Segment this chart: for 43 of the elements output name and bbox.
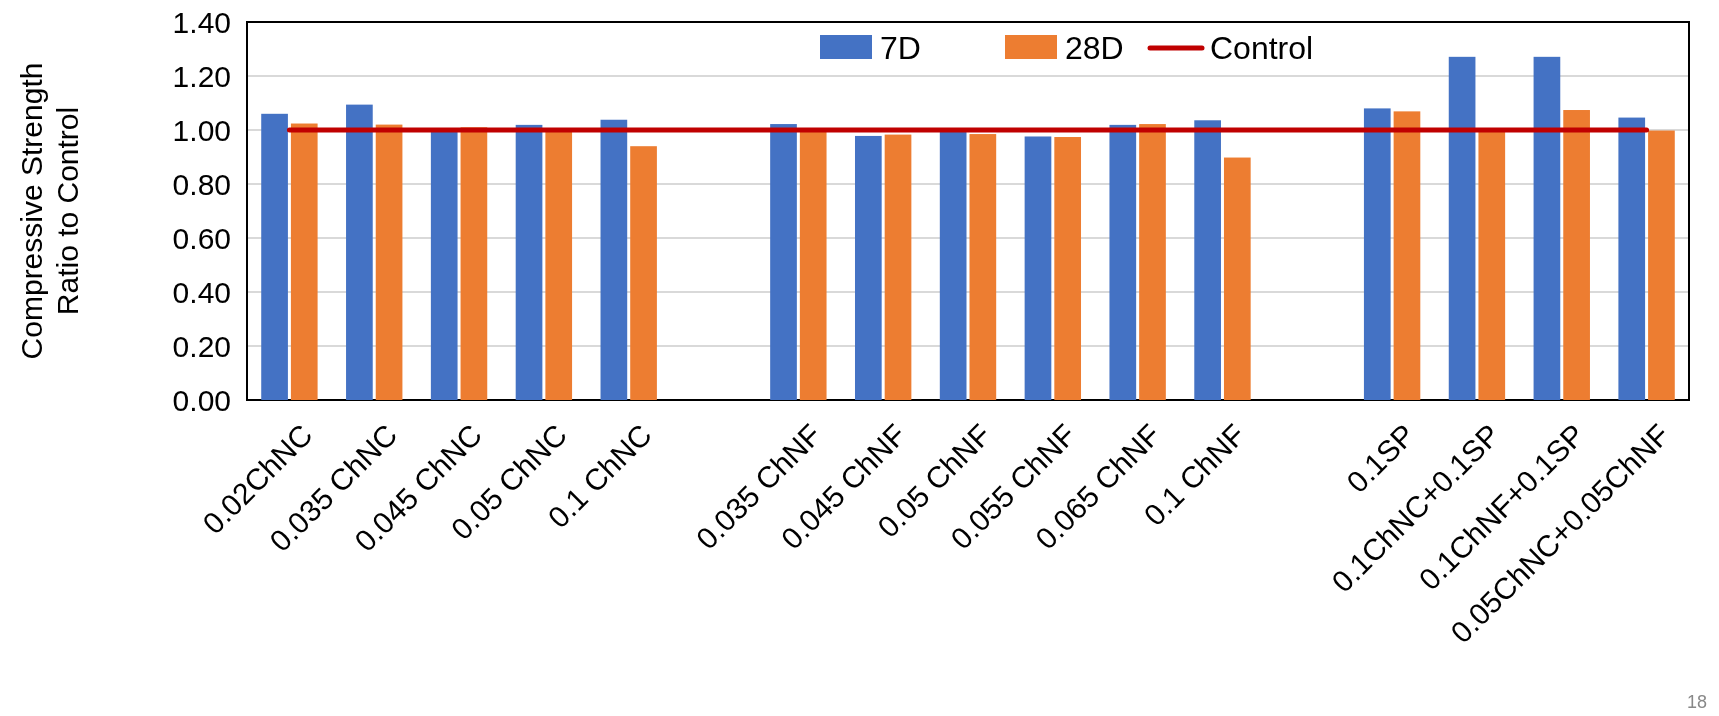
text: 18 bbox=[1686, 692, 1707, 712]
bar bbox=[1618, 117, 1646, 400]
bar bbox=[515, 124, 543, 400]
bar bbox=[290, 123, 318, 400]
bar bbox=[854, 135, 882, 400]
y-tick-label: 0.60 bbox=[172, 221, 231, 255]
bar bbox=[969, 134, 997, 400]
bar bbox=[1363, 108, 1391, 400]
bar bbox=[799, 130, 827, 400]
bar bbox=[1648, 130, 1675, 400]
bar bbox=[1054, 137, 1082, 400]
bar bbox=[600, 119, 628, 400]
bar bbox=[545, 130, 573, 400]
bar bbox=[884, 134, 912, 400]
bar bbox=[939, 130, 967, 400]
bar bbox=[630, 146, 657, 400]
bar bbox=[1533, 56, 1561, 400]
bar bbox=[261, 113, 288, 400]
y-tick-label: 0.00 bbox=[172, 383, 231, 417]
bar bbox=[770, 124, 797, 400]
bar bbox=[1223, 157, 1251, 400]
legend-label: Control bbox=[1210, 30, 1314, 67]
y-tick-label: 1.00 bbox=[172, 113, 231, 147]
bar bbox=[346, 104, 373, 400]
bar bbox=[1194, 120, 1221, 400]
legend-label: 28D bbox=[1065, 30, 1124, 67]
bar bbox=[1393, 111, 1421, 400]
bar bbox=[1024, 136, 1052, 400]
y-tick-label: 1.20 bbox=[172, 59, 231, 93]
bar bbox=[1139, 124, 1166, 400]
legend-label: 7D bbox=[880, 30, 921, 67]
y-tick-label: 0.20 bbox=[172, 329, 231, 363]
bar bbox=[1448, 56, 1476, 400]
bar bbox=[375, 124, 403, 400]
bar bbox=[1563, 110, 1590, 400]
y-tick-label: 0.40 bbox=[172, 275, 231, 309]
bar bbox=[430, 130, 458, 400]
y-tick-label: 1.40 bbox=[172, 5, 231, 39]
y-tick-label: 0.80 bbox=[172, 167, 231, 201]
bar bbox=[460, 127, 488, 400]
y-axis-title: Compressive Strength Ratio to Control bbox=[15, 62, 84, 360]
bar bbox=[1478, 131, 1506, 400]
bar bbox=[1109, 124, 1137, 400]
